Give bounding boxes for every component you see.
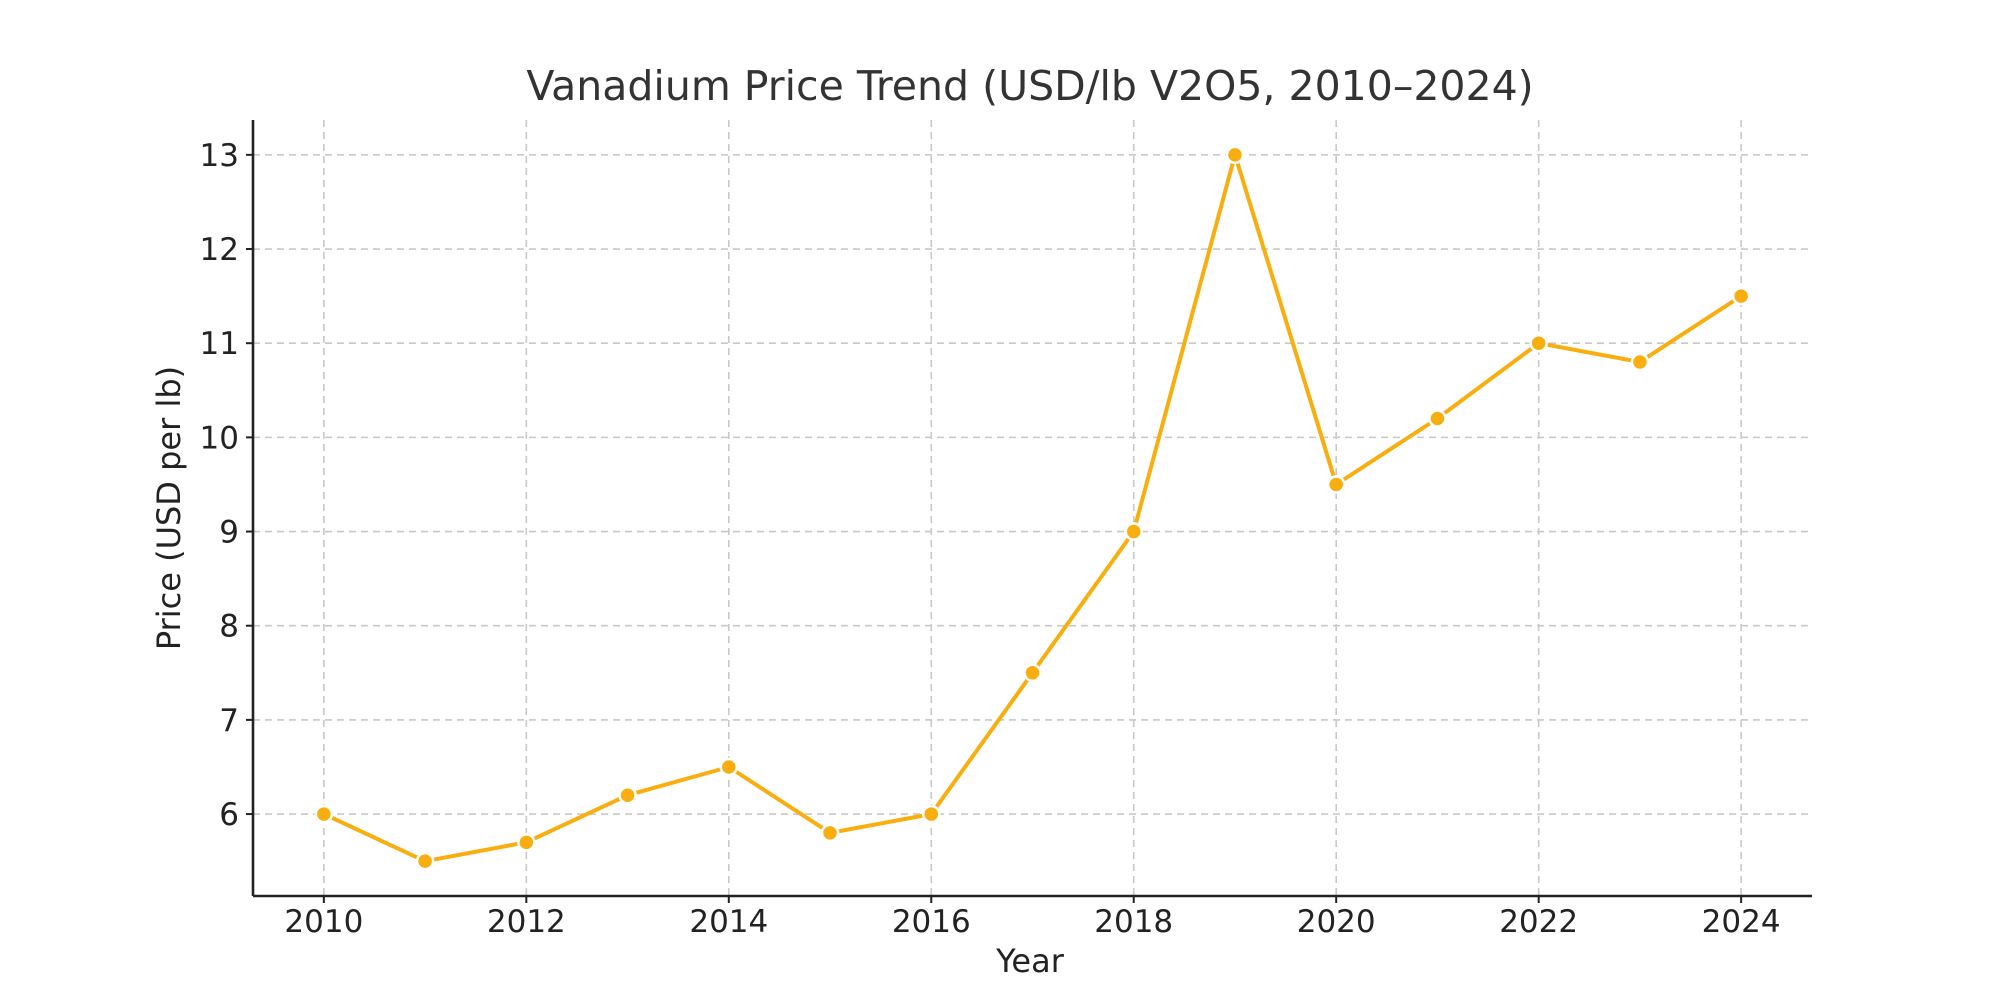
x-tick-label: 2012 bbox=[487, 904, 566, 940]
x-tick-label: 2016 bbox=[892, 904, 971, 940]
data-point bbox=[719, 757, 739, 777]
x-axis-label: Year bbox=[995, 942, 1065, 980]
data-point bbox=[415, 851, 435, 871]
y-axis-label: Price (USD per lb) bbox=[150, 366, 188, 650]
data-point bbox=[1023, 663, 1042, 683]
data-point bbox=[1124, 522, 1143, 541]
y-tick-label: 8 bbox=[219, 609, 239, 645]
data-point bbox=[1630, 352, 1650, 372]
x-tick-label: 2022 bbox=[1499, 904, 1578, 940]
y-tick-label: 7 bbox=[219, 703, 239, 739]
data-point bbox=[618, 785, 637, 805]
data-point bbox=[922, 804, 941, 824]
y-tick-label: 13 bbox=[200, 138, 239, 174]
y-tick-label: 6 bbox=[219, 797, 239, 833]
tick-labels: 2010 2012 2014 2016 2018 2020 2022 2024 6 7 8 9 10 11… bbox=[200, 138, 1781, 940]
data-point bbox=[314, 804, 334, 824]
x-tick-label: 2020 bbox=[1297, 904, 1376, 940]
chart-title: Vanadium Price Trend (USD/lb V2O5, 2010–… bbox=[526, 62, 1533, 110]
y-tick-label: 10 bbox=[200, 420, 239, 456]
x-tick-label: 2014 bbox=[689, 904, 768, 940]
x-tick-label: 2018 bbox=[1094, 904, 1173, 940]
data-point bbox=[1731, 286, 1751, 306]
data-point bbox=[820, 823, 840, 843]
data-point bbox=[1529, 333, 1548, 353]
data-point bbox=[1428, 409, 1447, 428]
y-tick-label: 12 bbox=[200, 232, 239, 268]
series-line bbox=[321, 152, 1744, 864]
x-tick-label: 2024 bbox=[1702, 904, 1781, 940]
data-point bbox=[517, 833, 536, 852]
data-point bbox=[1225, 145, 1245, 165]
data-point bbox=[1326, 475, 1346, 494]
y-tick-label: 11 bbox=[200, 326, 239, 362]
x-tick-label: 2010 bbox=[284, 904, 363, 940]
y-tick-label: 9 bbox=[219, 515, 239, 551]
axes bbox=[246, 120, 1812, 903]
series bbox=[314, 145, 1751, 871]
grid bbox=[253, 120, 1812, 896]
